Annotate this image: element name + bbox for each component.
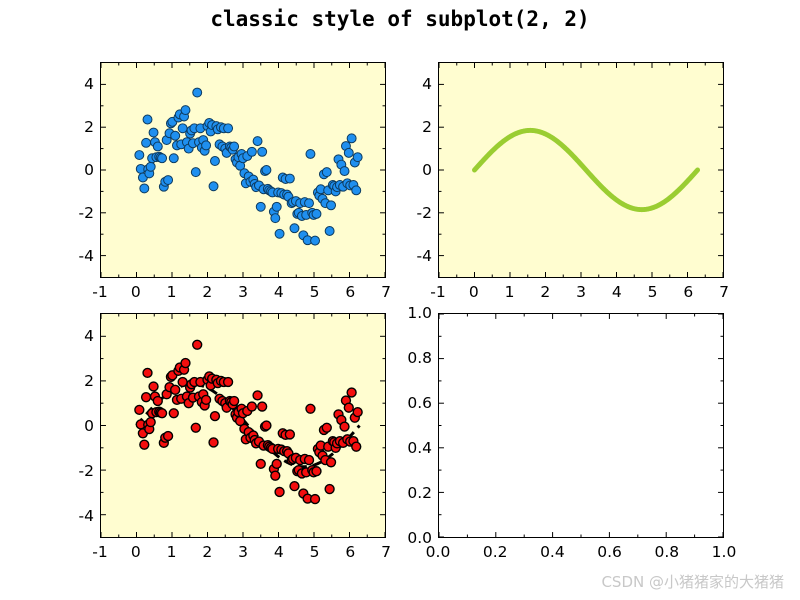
line-plot-green: [438, 63, 724, 277]
empty-plot-area: [438, 313, 724, 538]
x-tick-label: 5: [647, 283, 658, 301]
y-tick-label: 0.0: [407, 529, 432, 547]
x-tick-label: 0.6: [597, 543, 622, 561]
x-tick-label: 0.8: [654, 543, 680, 561]
y-tick-label: -4: [416, 247, 432, 266]
x-tick-label: 2: [202, 543, 213, 561]
x-tick-label: 4: [611, 283, 622, 301]
x-tick-label: 3: [238, 543, 248, 561]
x-tick-label: 4: [273, 543, 284, 561]
y-tick-label: 4: [84, 326, 94, 345]
x-tick-label: 0.2: [482, 543, 508, 561]
figure-title: classic style of subplot(2, 2): [210, 7, 590, 31]
x-tick-label: 1: [504, 283, 515, 301]
y-tick-label: -2: [416, 204, 432, 223]
y-tick-label: 0.6: [407, 394, 432, 412]
x-tick-label: 7: [719, 283, 729, 301]
x-tick-label: 2: [202, 283, 213, 301]
y-tick-label: 2: [84, 117, 94, 136]
subplot-top-left-scatter: [100, 62, 386, 278]
x-tick-label: 1: [166, 283, 177, 301]
x-tick-label: 4: [273, 283, 284, 301]
y-tick-label: 0: [84, 161, 94, 179]
scatter-plot-red-with-dashed-fit: [100, 314, 386, 537]
x-tick-label: 0.4: [540, 543, 565, 561]
x-tick-label: 0: [130, 283, 141, 301]
x-tick-label: 3: [576, 283, 586, 301]
x-tick-label: 2: [540, 283, 551, 301]
y-tick-label: 1.0: [407, 304, 432, 322]
y-tick-label: 2: [422, 117, 432, 136]
y-tick-label: 4: [84, 74, 94, 93]
y-tick-label: 0: [422, 161, 432, 179]
x-tick-label: 5: [309, 283, 320, 301]
x-tick-label: 3: [238, 283, 248, 301]
x-tick-label: 7: [381, 283, 391, 301]
x-tick-label: 0: [468, 283, 479, 301]
x-tick-label: -1: [92, 543, 108, 561]
x-tick-label: 1.0: [711, 543, 737, 561]
y-tick-label: 4: [422, 74, 432, 93]
y-tick-label: 2: [84, 371, 94, 390]
subplot-bottom-left-scatter: [100, 313, 386, 538]
x-tick-label: 6: [345, 543, 356, 561]
y-tick-label: -2: [78, 204, 94, 223]
subplot-top-right-line: [438, 62, 724, 278]
y-tick-label: -2: [78, 461, 94, 480]
x-tick-label: 0.0: [425, 543, 451, 561]
x-tick-label: 6: [683, 283, 694, 301]
y-tick-label: 0.2: [407, 484, 432, 502]
x-tick-label: 6: [345, 283, 356, 301]
y-tick-label: -4: [78, 247, 94, 266]
x-tick-label: -1: [430, 283, 446, 301]
y-tick-label: 0.4: [407, 439, 432, 457]
y-tick-label: -4: [78, 506, 94, 525]
x-tick-label: 0: [130, 543, 141, 561]
y-tick-label: 0.8: [407, 349, 432, 367]
watermark-text: CSDN @小猪猪家的大猪猪: [601, 573, 784, 591]
y-tick-label: 0: [84, 416, 94, 435]
x-tick-label: -1: [92, 283, 108, 301]
x-tick-label: 1: [166, 543, 177, 561]
scatter-plot-blue: [100, 63, 386, 277]
x-tick-label: 7: [381, 543, 391, 561]
x-tick-label: 5: [309, 543, 320, 561]
subplot-bottom-right-empty: [438, 313, 724, 538]
